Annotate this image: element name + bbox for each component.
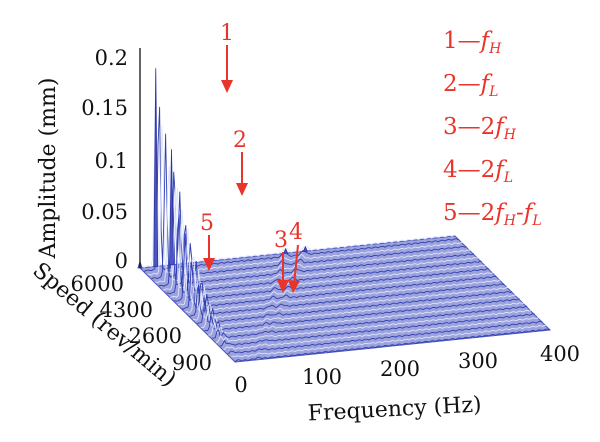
peak-annotations: 1 2 5 3 4 [200,21,303,293]
x-tick-label: 100 [302,365,342,389]
peak-arrowhead-5 [203,258,215,271]
spectrum-trace [219,313,535,347]
waterfall-surface [138,67,552,363]
peak-2 [169,149,174,266]
z-tick-label: 0 [115,249,128,273]
z-tick-label: 0.05 [81,200,128,224]
y-tick-label: 6000 [71,272,124,296]
peak-label-5: 5 [200,211,214,236]
spectrum-trace [185,270,501,313]
x-tick-label: 300 [458,349,498,373]
spectrum-trace [208,302,524,336]
peak-arrowhead-4 [288,280,300,293]
peak-label-1: 1 [220,21,234,46]
legend-entry: 5—2fH-fL [443,200,542,229]
spectrum-trace [147,125,463,276]
spectrum-trace [166,214,482,295]
spectrum-trace [193,287,509,321]
z-tick-label: 0.2 [95,46,128,70]
y-tick-label: 4300 [100,298,153,322]
spectrum-trace [162,188,478,291]
z-axis-title: Amplitude (mm) [36,78,61,260]
peak-4 [302,245,308,252]
spectrum-trace [223,317,539,351]
z-tick-label: 0.15 [81,96,128,120]
spectrum-trace [196,291,513,325]
x-tick-labels: 0 100 200 300 400 [234,342,580,397]
peak-label-4: 4 [289,220,303,245]
spectrum-trace [215,309,532,344]
x-tick-label: 200 [380,357,420,381]
peak-1 [153,68,159,267]
legend-entry: 3—2fH [443,114,517,143]
spectrum-trace [155,166,471,284]
spectrum-trace [227,321,543,355]
z-tick-labels: 0.2 0.15 0.1 0.05 0 [81,46,128,273]
spectrum-trace [189,283,505,318]
peak-3 [283,247,289,254]
peak-label-3: 3 [274,228,288,253]
peak-arrowhead-2 [236,183,248,196]
spectrum-trace [174,233,490,302]
spectrum-trace [200,294,516,329]
legend: 1—fH 2—fL 3—2fH 4—2fL 5—2fH-fL [443,28,542,229]
peak-label-2: 2 [233,128,247,153]
peak-arrow-4 [293,244,299,286]
spectrum-trace [170,224,486,299]
x-tick-label: 0 [234,373,247,397]
y-tick-label: 900 [172,351,212,375]
x-axis-title: Frequency (Hz) [307,392,482,426]
surface-floor [138,235,552,363]
spectrum-trace [212,305,528,339]
legend-entry: 2—fL [443,71,498,100]
y-tick-label: 2600 [129,324,182,348]
peak-arrowhead-3 [277,280,289,293]
x-tick-label: 400 [540,342,580,366]
spectrum-trace [231,324,547,358]
y-tick-labels: 6000 4300 2600 900 [71,272,212,375]
spectrum-trace [181,261,497,310]
peak-lines [137,68,308,269]
spectrum-trace [151,133,467,280]
spectrum-trace [177,253,494,306]
spectrum-trace [204,298,520,332]
legend-entry: 1—fH [443,28,502,57]
z-tick-label: 0.1 [95,149,128,173]
spectrum-trace [158,179,475,287]
peak-arrowhead-1 [221,80,233,93]
legend-entry: 4—2fL [443,157,513,186]
spectrum-trace [234,328,551,363]
